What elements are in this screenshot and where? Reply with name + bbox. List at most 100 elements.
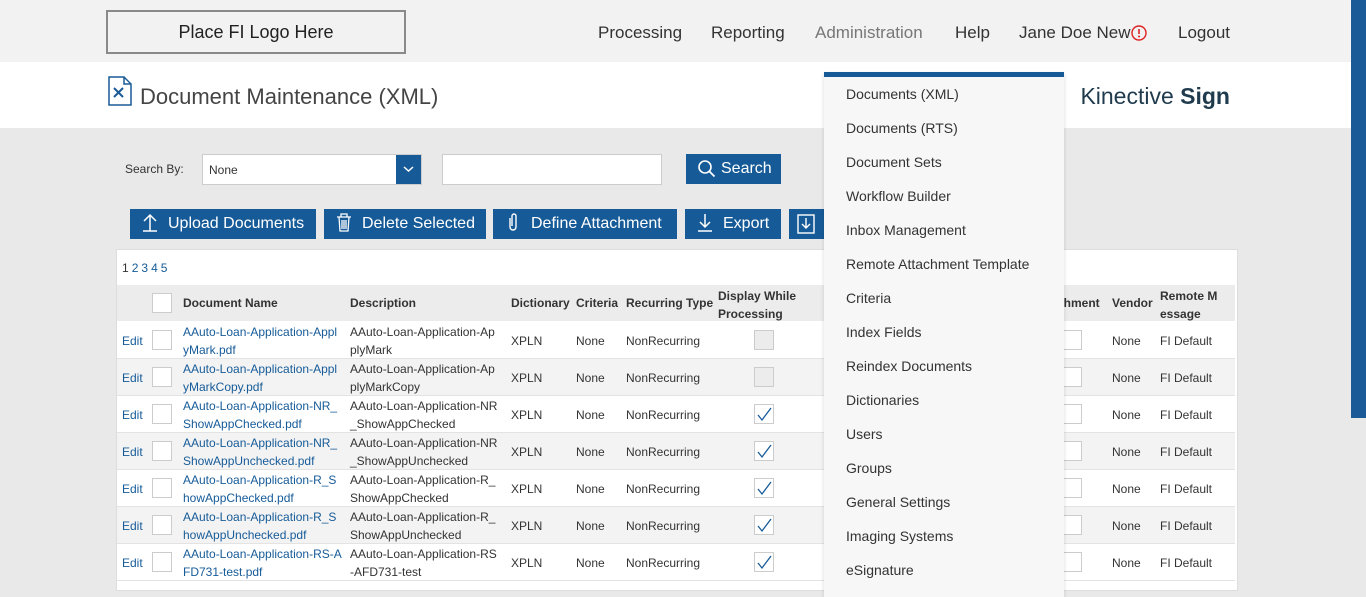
- row-checkbox[interactable]: [152, 552, 172, 572]
- edit-link[interactable]: Edit: [122, 445, 143, 459]
- toolbar-button[interactable]: Upload Documents: [130, 209, 316, 239]
- row-checkbox[interactable]: [152, 478, 172, 498]
- column-header: Remote Message: [1160, 289, 1218, 321]
- menu-item[interactable]: Reindex Documents: [846, 358, 973, 374]
- search-select[interactable]: None: [202, 154, 422, 185]
- recurring-type: NonRecurring: [626, 334, 701, 348]
- edit-link[interactable]: Edit: [122, 408, 143, 422]
- document-name[interactable]: AAuto-Loan-Application-ApplyMarkCopy.pdf: [183, 362, 338, 394]
- page-link[interactable]: 4: [151, 261, 158, 275]
- button-icon: [337, 213, 351, 232]
- brand-light: Kinective: [1080, 83, 1174, 109]
- menu-item[interactable]: Dictionaries: [846, 392, 920, 408]
- description: AAuto-Loan-Application-ApplyMarkCopy: [350, 362, 495, 394]
- remote-message: FI Default: [1160, 371, 1213, 385]
- vendor: None: [1112, 334, 1141, 348]
- button-icon: [698, 214, 712, 232]
- menu-item[interactable]: Document Sets: [846, 154, 942, 170]
- menu-item[interactable]: Users: [846, 426, 883, 442]
- search-icon: [698, 160, 716, 178]
- menu-item[interactable]: Documents (RTS): [846, 120, 958, 136]
- arrow: [403, 166, 414, 173]
- document-name[interactable]: AAuto-Loan-Application-NR_ShowAppChecked…: [183, 399, 338, 431]
- button-label: Delete Selected: [362, 215, 475, 232]
- edit-link[interactable]: Edit: [122, 519, 143, 533]
- menu-item[interactable]: Documents (XML): [846, 86, 959, 102]
- edit-link[interactable]: Edit: [122, 482, 143, 496]
- menu-item[interactable]: Remote Attachment Template: [846, 256, 1030, 272]
- search-button[interactable]: Search: [686, 154, 781, 184]
- check: [757, 407, 772, 422]
- menu-item[interactable]: Groups: [846, 460, 892, 476]
- menu-item[interactable]: Criteria: [846, 290, 892, 306]
- alert-icon: [1131, 25, 1147, 41]
- page-link[interactable]: 2: [131, 261, 139, 275]
- column-header: Criteria: [576, 296, 619, 310]
- nav-item[interactable]: Help: [955, 23, 990, 42]
- document-name[interactable]: AAuto-Loan-Application-RS-AFD731-test.pd…: [183, 547, 342, 579]
- column-header: Description: [350, 296, 417, 310]
- column-header: Document Name: [183, 296, 278, 310]
- attachment-checkbox: [1062, 367, 1082, 387]
- remote-message: FI Default: [1160, 408, 1213, 422]
- display-checkbox: [754, 515, 774, 535]
- menu-item[interactable]: Imaging Systems: [846, 528, 954, 544]
- row-checkbox[interactable]: [152, 367, 172, 387]
- recurring-type: NonRecurring: [626, 445, 701, 459]
- edit-link[interactable]: Edit: [122, 334, 143, 348]
- remote-message: FI Default: [1160, 519, 1213, 533]
- search-label: Search By:: [125, 162, 184, 176]
- document-name[interactable]: AAuto-Loan-Application-NR_ShowAppUncheck…: [183, 436, 338, 468]
- brand: Kinective Sign: [1080, 83, 1230, 110]
- page-link[interactable]: 1: [122, 261, 129, 275]
- toolbar-button[interactable]: Define Attachment: [493, 209, 677, 239]
- nav-item[interactable]: Administration: [815, 23, 923, 42]
- menu-item[interactable]: Index Fields: [846, 324, 922, 340]
- button-label: Upload Documents: [168, 215, 305, 232]
- description: AAuto-Loan-Application-ApplyMark: [350, 325, 495, 357]
- select-value: None: [209, 163, 238, 177]
- check: [757, 518, 772, 533]
- column-header: chment: [1057, 296, 1100, 310]
- row-checkbox[interactable]: [152, 441, 172, 461]
- page-title: Document Maintenance (XML): [140, 84, 439, 109]
- logo: Place FI Logo Here: [106, 10, 406, 54]
- dictionary: XPLN: [511, 371, 543, 385]
- search-input[interactable]: [442, 154, 662, 185]
- vendor: None: [1112, 408, 1141, 422]
- admin-menu: [824, 72, 1064, 597]
- recurring-type: NonRecurring: [626, 482, 701, 496]
- button-label: Define Attachment: [531, 215, 662, 232]
- menu-item[interactable]: Workflow Builder: [846, 188, 951, 204]
- page-link[interactable]: 3: [141, 261, 149, 275]
- button-icon: [143, 213, 157, 232]
- menu-item[interactable]: eSignature: [846, 562, 914, 578]
- edit-link[interactable]: Edit: [122, 371, 143, 385]
- row-checkbox[interactable]: [152, 404, 172, 424]
- nav-item[interactable]: Logout: [1178, 23, 1230, 42]
- select-all-checkbox[interactable]: [152, 293, 172, 313]
- column-header: Dictionary: [511, 296, 570, 310]
- document-name[interactable]: AAuto-Loan-Application-R_ShowAppUnchecke…: [183, 510, 337, 542]
- criteria: None: [576, 371, 605, 385]
- document-name[interactable]: AAuto-Loan-Application-ApplyMark.pdf: [183, 325, 338, 357]
- more-button[interactable]: [789, 209, 829, 239]
- row-checkbox[interactable]: [152, 515, 172, 535]
- toolbar-button[interactable]: Delete Selected: [324, 209, 486, 239]
- criteria: None: [576, 519, 605, 533]
- nav-item[interactable]: Reporting: [711, 23, 785, 42]
- edit-link[interactable]: Edit: [122, 556, 143, 570]
- doc-icon: [108, 76, 132, 106]
- row-checkbox[interactable]: [152, 330, 172, 350]
- attachment-checkbox: [1062, 404, 1082, 424]
- menu-item[interactable]: General Settings: [846, 494, 951, 510]
- toolbar-button[interactable]: Export: [685, 209, 781, 239]
- description: AAuto-Loan-Application-NR_ShowAppUncheck…: [350, 436, 498, 468]
- page-link[interactable]: 5: [160, 261, 168, 275]
- display-checkbox: [754, 441, 774, 461]
- nav-item[interactable]: Jane Doe New: [1019, 23, 1147, 43]
- nav-item[interactable]: Processing: [598, 23, 683, 42]
- document-name[interactable]: AAuto-Loan-Application-R_ShowAppChecked.…: [183, 473, 337, 505]
- menu-item[interactable]: Inbox Management: [846, 222, 966, 238]
